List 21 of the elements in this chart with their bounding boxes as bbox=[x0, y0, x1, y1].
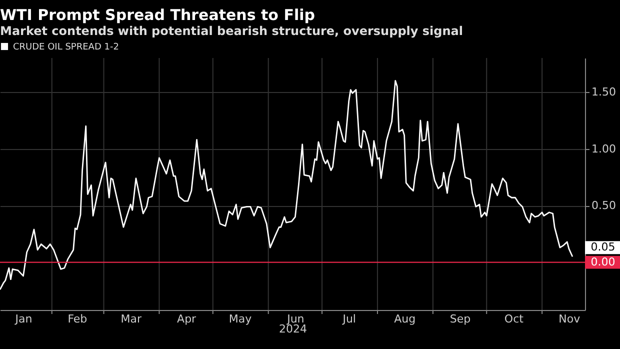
x-tick-label: May bbox=[228, 312, 252, 326]
x-tick-label: Feb bbox=[68, 312, 88, 326]
x-tick-label: Jun bbox=[286, 312, 304, 326]
line-series bbox=[0, 80, 574, 290]
x-tick-label: Jan bbox=[14, 312, 32, 326]
x-tick-label: Oct bbox=[504, 312, 524, 326]
x-tick-label: Aug bbox=[394, 312, 416, 326]
x-tick-label: Sep bbox=[450, 312, 471, 326]
y-tick-label: 0.50 bbox=[592, 199, 616, 212]
x-axis-title: 2024 bbox=[279, 322, 307, 336]
x-tick-label: Mar bbox=[120, 312, 142, 326]
ref-line-label: 0.00 bbox=[590, 255, 616, 268]
x-tick-label: Apr bbox=[177, 312, 197, 326]
x-tick-label: Nov bbox=[558, 312, 581, 326]
chart-subtitle: Market contends with potential bearish structure, oversupply signal bbox=[0, 24, 463, 38]
y-tick-label: 1.50 bbox=[592, 86, 616, 99]
x-tick-label: Jul bbox=[342, 312, 356, 326]
y-tick-label: 1.00 bbox=[592, 142, 616, 156]
annotation: 0.05 bbox=[590, 240, 616, 254]
legend-label: CRUDE OIL SPREAD 1-2 bbox=[13, 42, 119, 52]
chart-title: WTI Prompt Spread Threatens to Flip bbox=[0, 6, 316, 24]
